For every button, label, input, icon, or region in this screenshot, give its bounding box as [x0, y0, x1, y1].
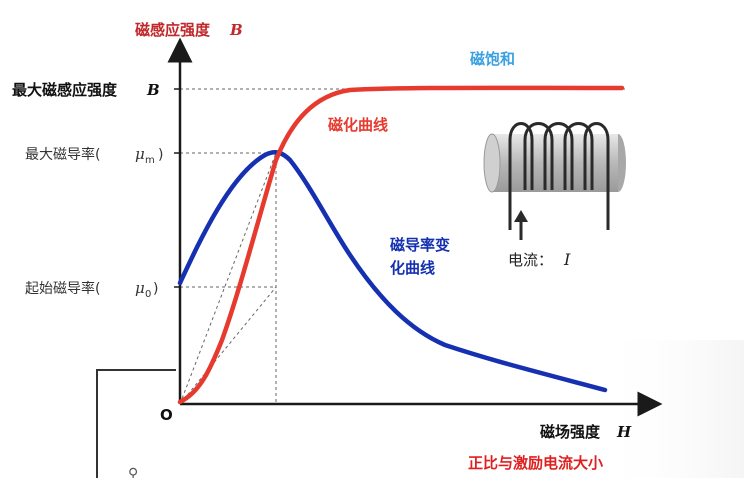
max-mu-sub: m	[145, 155, 155, 166]
magnetization-curve	[177, 85, 625, 405]
init-mu-tangent	[179, 286, 277, 405]
saturation-label: 磁饱和	[470, 50, 515, 68]
bg-line-vertical	[96, 370, 98, 478]
max-b-symbol: B	[146, 81, 160, 99]
x-axis-title: 磁场强度	[540, 423, 601, 441]
init-mu-close: )	[153, 281, 158, 297]
current-symbol: I	[563, 250, 571, 269]
max-mu-symbol: μ	[135, 145, 145, 163]
permeability-curve-label-1: 磁导率变	[390, 236, 450, 254]
max-mu-tangent	[179, 152, 277, 405]
init-mu-label: 起始磁导率(	[25, 280, 100, 297]
permeability-curve-label-2: 化曲线	[390, 259, 435, 277]
bg-fragment-icon: ⚲	[128, 466, 138, 478]
init-mu-sub: 0	[145, 289, 151, 300]
current-label: 电流：	[508, 251, 553, 269]
solenoid-coil-icon	[483, 122, 626, 230]
y-axis-symbol: B	[229, 21, 243, 39]
magnetization-curve-label: 磁化曲线	[328, 116, 388, 134]
permeability-curve	[177, 150, 608, 393]
y-axis-title: 磁感应强度	[135, 21, 211, 39]
x-axis-symbol: H	[616, 423, 632, 441]
bottom-note: 正比与激励电流大小	[468, 454, 603, 472]
max-mu-close: )	[158, 147, 163, 163]
init-mu-symbol: μ	[135, 279, 145, 297]
background-fade	[600, 340, 744, 478]
y-ticks	[174, 88, 180, 288]
up-arrow-icon	[514, 210, 528, 240]
bg-line-horizontal	[96, 369, 176, 371]
max-mu-label: 最大磁导率(	[25, 146, 100, 163]
max-b-label: 最大磁感应强度	[12, 81, 118, 99]
origin-label: O	[160, 406, 173, 424]
